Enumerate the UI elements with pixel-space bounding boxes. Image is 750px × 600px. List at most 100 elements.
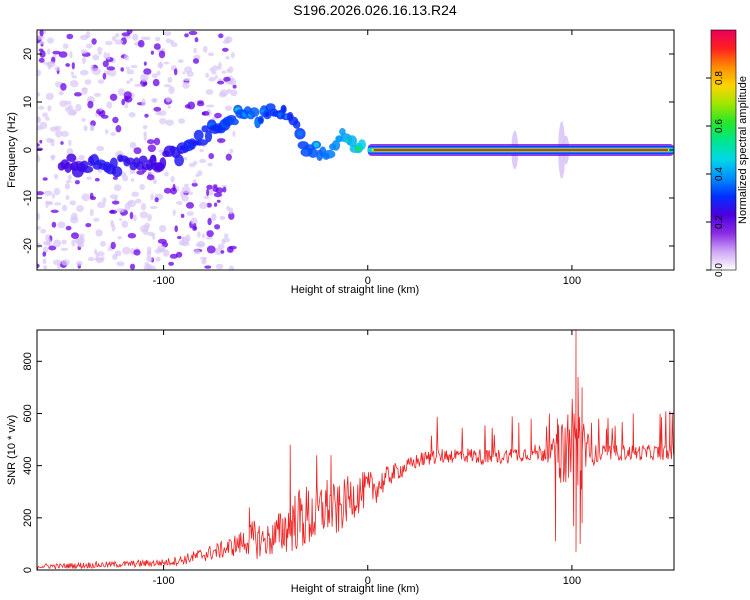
spectrogram-noise-blob (142, 124, 148, 130)
spectrogram-noise-blob (232, 84, 237, 89)
colorbar-tick-label: 0.4 (714, 167, 725, 181)
spectrogram-noise-blob (67, 174, 72, 181)
spectrogram-noise-blob (151, 98, 158, 103)
spectrogram-noise-blob (159, 225, 167, 233)
spectrogram-noise-blob (54, 173, 59, 180)
spectrogram-noise-blob (91, 38, 97, 45)
spectrogram-noise-blob (87, 256, 95, 262)
spectrogram-noise-blob (87, 100, 94, 109)
spectrogram-ridge-blob (230, 118, 239, 126)
spectrogram-noise-blob (112, 116, 119, 124)
y-tick-label: -20 (22, 238, 34, 254)
spectrogram-noise-blob (96, 145, 105, 152)
spectrogram-noise-blob (169, 253, 178, 259)
spectrogram-noise-blob (37, 69, 42, 77)
spectrogram-noise-blob (206, 184, 213, 190)
spectrogram-noise-blob (106, 66, 116, 71)
spectrogram-noise-blob (107, 68, 117, 77)
spectrogram-ridge-blob (66, 153, 77, 162)
spectrogram-noise-blob (230, 89, 238, 97)
spectrogram-noise-blob (59, 100, 68, 107)
spectrogram-noise-blob (155, 256, 161, 262)
spectrogram-noise-blob (147, 213, 152, 222)
spectrogram-noise-blob (151, 73, 158, 79)
spectrogram-noise-blob (79, 69, 89, 76)
spectrogram-noise-blob (153, 178, 157, 185)
spectrogram-noise-blob (58, 51, 68, 58)
spectrogram-noise-blob (80, 49, 88, 54)
spectrogram-noise-blob (48, 245, 57, 251)
spectrogram-noise-blob (47, 37, 54, 44)
spectrogram-ridge-core (281, 106, 286, 113)
spectrogram-noise-blob (193, 223, 197, 230)
spectrogram-noise-blob (126, 69, 135, 75)
spectrogram-noise-blob (71, 239, 76, 247)
spectrogram-noise-blob (213, 192, 223, 198)
spectrogram-noise-blob (217, 80, 225, 85)
spectrogram-noise-blob (150, 193, 154, 201)
spectrogram-noise-blob (67, 110, 77, 116)
spectrogram-noise-blob (90, 64, 94, 71)
spectrogram-noise-blob (42, 112, 48, 118)
spectrogram-noise-blob (203, 196, 210, 199)
spectrogram-noise-blob (197, 231, 201, 238)
spectrogram-noise-blob (163, 187, 172, 194)
spectrogram-noise-blob (147, 231, 155, 237)
spectrogram-content (37, 30, 674, 270)
spectrogram-noise-blob (144, 113, 149, 118)
snr-y-ticks: 0 200 400 600 800 (22, 352, 674, 573)
spectrogram-noise-blob (53, 239, 62, 248)
spectrogram-noise-blob (184, 104, 191, 109)
spectrogram-noise-blob (84, 79, 92, 85)
spectrogram-noise-blob (85, 43, 93, 49)
spectrogram-noise-blob (207, 52, 215, 57)
spectrogram-noise-blob (167, 105, 171, 109)
spectrogram-noise-blob (188, 30, 198, 36)
x-tick-label: 100 (563, 575, 581, 587)
spectrogram-noise-blob (76, 260, 83, 266)
spectrogram-noise-blob (132, 33, 139, 41)
spectrogram-ridge-blob (347, 135, 358, 148)
spectrogram-noise-blob (221, 184, 227, 188)
spectrogram-noise-blob (37, 92, 41, 97)
spectrogram-x-label: Height of straight line (km) (291, 284, 419, 296)
spectrogram-noise-blob (53, 187, 61, 196)
spectrogram-noise-blob (94, 177, 100, 182)
spectrogram-noise-blob (64, 182, 71, 190)
spectrogram-noise-blob (42, 246, 49, 253)
spectrogram-noise-blob (40, 229, 47, 234)
spectrogram-noise-blob (170, 42, 178, 48)
spectrogram-noise-blob (97, 168, 103, 173)
spectrogram-noise-blob (42, 177, 48, 181)
spectrogram-ridge-core (297, 131, 303, 136)
spectrogram-noise-blob (114, 250, 122, 257)
spectrogram-ridge-blob (64, 161, 72, 173)
spectrogram-noise-blob (220, 250, 225, 254)
spectrogram-noise-blob (37, 212, 41, 221)
spectrogram-noise-blob (193, 249, 201, 255)
spectrogram-noise-blob (78, 154, 85, 161)
spectrogram-noise-blob (180, 213, 185, 218)
spectrogram-noise-blob (97, 51, 102, 55)
spectrogram-noise-blob (172, 209, 176, 216)
spectrogram-noise-blob (126, 80, 131, 84)
spectrogram-noise-blob (54, 66, 61, 71)
spectrogram-noise-blob (94, 248, 98, 255)
spectrogram-noise-blob (127, 200, 133, 205)
spectrogram-y-ticks: -20 -10 0 10 20 (22, 48, 674, 254)
spectrogram-noise-blob (185, 202, 195, 209)
spectrogram-noise-blob (184, 156, 188, 161)
spectrogram-noise-blob (50, 141, 55, 147)
x-tick-label: -100 (153, 575, 175, 587)
spectrogram-noise-blob (58, 90, 64, 96)
spectrogram-noise-blob (129, 263, 136, 270)
spectrogram-noise-blob (37, 116, 42, 124)
spectrogram-noise-blob (77, 242, 85, 248)
spectrogram-noise-blob (192, 58, 200, 64)
spectrogram-noise-blob (38, 48, 44, 52)
spectrogram-noise-blob (52, 50, 61, 55)
spectrogram-noise-blob (177, 235, 182, 240)
spectrogram-noise-blob (214, 224, 221, 230)
spectrogram-noise-blob (199, 148, 204, 153)
